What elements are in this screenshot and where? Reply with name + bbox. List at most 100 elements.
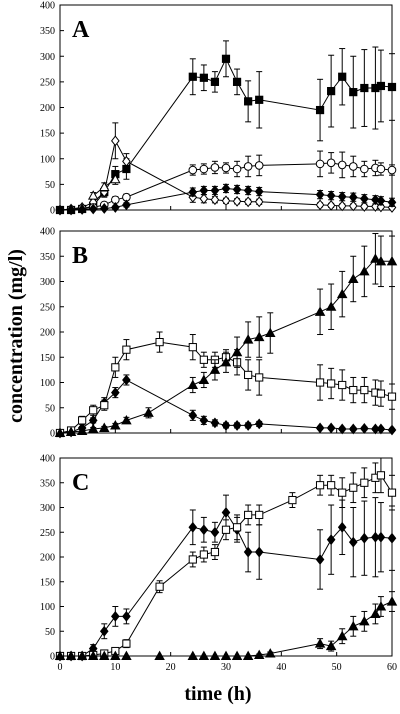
- data-point: [376, 164, 386, 174]
- data-point: [315, 481, 325, 490]
- data-point: [110, 419, 121, 430]
- data-point: [87, 190, 99, 200]
- data-point: [360, 423, 369, 434]
- data-point: [254, 161, 264, 170]
- y-tick-label: 400: [40, 454, 55, 465]
- data-point: [221, 507, 231, 518]
- x-tick-label: 50: [332, 662, 342, 673]
- y-tick-label: 300: [40, 52, 55, 63]
- data-point: [188, 343, 197, 352]
- y-tick-label: 350: [40, 26, 55, 37]
- data-point: [122, 639, 131, 648]
- panel-a: 0 50 100 150 200 250 300 350 400 A: [40, 1, 397, 217]
- data-point: [76, 650, 88, 661]
- data-point: [348, 200, 358, 212]
- data-point: [349, 88, 358, 97]
- data-point: [243, 420, 253, 431]
- data-point: [315, 189, 325, 201]
- data-point: [387, 196, 397, 208]
- data-point: [122, 199, 131, 211]
- data-point: [122, 155, 131, 167]
- data-point: [121, 650, 132, 661]
- data-point: [359, 615, 370, 626]
- data-point: [376, 423, 386, 435]
- data-point: [386, 255, 398, 266]
- data-point: [87, 650, 99, 661]
- data-point: [111, 610, 120, 622]
- y-tick-label: 0: [50, 429, 55, 440]
- data-point: [255, 373, 264, 382]
- data-point: [348, 162, 358, 171]
- data-point: [220, 356, 232, 367]
- y-tick-label: 100: [40, 154, 55, 165]
- data-point: [314, 306, 326, 316]
- data-point: [54, 427, 66, 438]
- data-point: [210, 526, 220, 538]
- data-point: [87, 423, 99, 433]
- series-line: [60, 57, 393, 211]
- data-point: [65, 426, 77, 437]
- data-point: [254, 546, 264, 558]
- panel-label-b: B: [72, 243, 88, 269]
- data-point: [253, 649, 265, 660]
- panel-b: 0 50 100 150 200 250 300 350 400 B: [40, 227, 398, 440]
- data-point: [111, 202, 120, 213]
- data-point: [376, 195, 386, 207]
- data-point: [99, 181, 110, 191]
- series-filled-triangle: [54, 233, 398, 438]
- series-line: [59, 379, 393, 434]
- data-point: [326, 190, 336, 202]
- data-point: [255, 510, 264, 520]
- y-tick-label: 100: [40, 378, 55, 389]
- data-point: [89, 406, 98, 415]
- data-point: [349, 385, 358, 395]
- series-open-triangle: [87, 173, 121, 200]
- y-tick-label: 300: [40, 277, 55, 288]
- data-point: [326, 534, 336, 546]
- data-point: [99, 422, 110, 432]
- data-point: [360, 532, 369, 544]
- y-tick-label: 350: [40, 252, 55, 263]
- data-point: [155, 338, 164, 347]
- panel-label-a: A: [72, 17, 90, 43]
- y-tick-label: 200: [40, 103, 55, 114]
- data-point: [188, 521, 198, 533]
- data-point: [221, 195, 231, 207]
- data-point: [254, 418, 264, 430]
- data-point: [325, 301, 337, 311]
- data-point: [220, 650, 232, 661]
- data-point: [387, 82, 397, 92]
- data-point: [66, 204, 76, 216]
- data-point: [55, 204, 65, 216]
- data-point: [244, 510, 253, 520]
- series-line: [60, 187, 393, 211]
- data-point: [242, 650, 254, 661]
- data-point: [199, 355, 208, 364]
- data-point: [254, 186, 264, 197]
- y-tick-label: 250: [40, 77, 55, 88]
- data-point: [387, 424, 397, 436]
- data-point: [326, 422, 336, 434]
- data-point: [209, 364, 221, 374]
- data-point: [370, 253, 381, 263]
- data-point: [110, 173, 121, 184]
- panel-label-c: C: [72, 470, 89, 496]
- data-point: [337, 423, 347, 435]
- data-point: [370, 608, 381, 618]
- data-point: [231, 346, 243, 357]
- y-tick-label: 150: [40, 129, 55, 140]
- data-point: [122, 374, 131, 386]
- data-point: [199, 193, 209, 205]
- data-point: [232, 184, 242, 195]
- series-filled-diamond: [55, 183, 397, 216]
- data-point: [111, 135, 120, 147]
- data-point: [360, 164, 369, 174]
- data-point: [376, 471, 386, 480]
- data-point: [111, 387, 120, 399]
- data-point: [243, 162, 253, 171]
- y-tick-label: 350: [40, 478, 55, 489]
- data-point: [110, 650, 121, 661]
- data-point: [336, 288, 348, 299]
- y-tick-label: 50: [45, 180, 55, 191]
- data-point: [244, 370, 253, 380]
